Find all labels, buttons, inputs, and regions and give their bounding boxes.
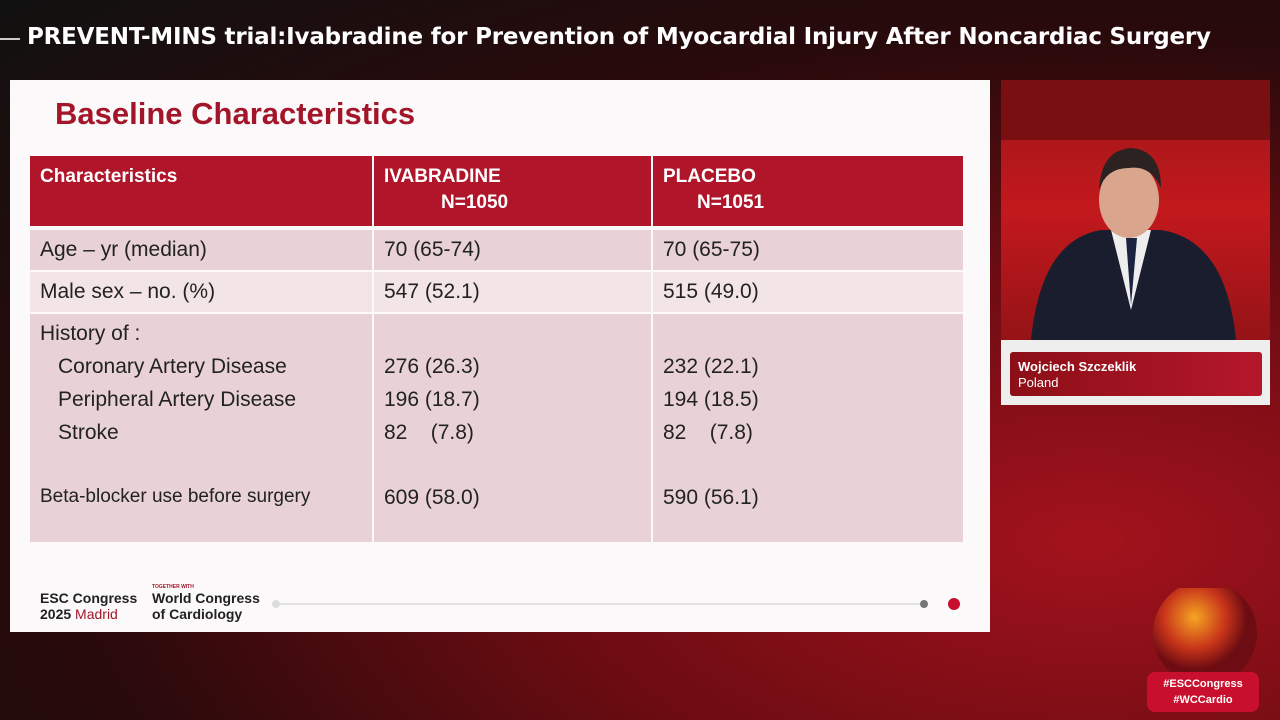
logo-text: ESC Congress	[40, 590, 138, 606]
logo-text: World Congress	[152, 590, 260, 606]
column-n: N=1050	[441, 192, 509, 213]
history-label: History of :	[40, 322, 141, 345]
hashtag: #WCCardio	[1173, 694, 1233, 706]
broadcast-title: PREVENT-MINS trial:Ivabradine for Preven…	[27, 24, 1211, 50]
progress-dot	[948, 598, 960, 610]
table-value: 276 (26.3)	[384, 355, 480, 378]
esc-logo: ESC Congress 2025 Madrid	[40, 590, 137, 622]
table-cell: 232 (22.1) 194 (18.5) 82 (7.8) 590 (56.1…	[653, 314, 963, 542]
speaker-name: Wojciech Szczeklik	[1018, 359, 1137, 374]
table-cell: 515 (49.0)	[653, 272, 963, 312]
decor-line	[0, 38, 20, 40]
table-value: 232 (22.1)	[663, 355, 759, 378]
table-value: 194 (18.5)	[663, 388, 759, 411]
beta-blocker-label: Beta-blocker use before surgery	[40, 486, 311, 507]
history-item: Coronary Artery Disease	[58, 355, 287, 378]
table-cell: 70 (65-75)	[653, 230, 963, 270]
logo-text: of Cardiology	[152, 606, 243, 622]
name-plate: Wojciech Szczeklik Poland	[1010, 352, 1262, 396]
column-label: Characteristics	[40, 166, 178, 187]
table-cell: 276 (26.3) 196 (18.7) 82 (7.8) 609 (58.0…	[374, 314, 651, 542]
table-cell: Age – yr (median)	[30, 230, 372, 270]
progress-bar	[272, 598, 960, 610]
progress-dot	[272, 600, 280, 608]
column-label: PLACEBO	[663, 166, 756, 187]
column-header: IVABRADINE N=1050	[374, 156, 651, 226]
table-value: 82 (7.8)	[384, 421, 474, 444]
column-label: IVABRADINE	[384, 166, 501, 187]
logo-text: TOGETHER WITH	[152, 584, 194, 590]
backdrop	[1001, 80, 1270, 140]
table-cell: 70 (65-74)	[374, 230, 651, 270]
hair	[1099, 148, 1161, 190]
history-item: Peripheral Artery Disease	[58, 388, 297, 411]
hashtags: #ESCCongress #WCCardio	[1147, 672, 1259, 712]
wcc-logo: World Congress of Cardiology	[152, 590, 260, 622]
progress-dot	[920, 600, 928, 608]
table-cell: Male sex – no. (%)	[30, 272, 372, 312]
face	[1099, 162, 1159, 238]
table-value: 196 (18.7)	[384, 388, 480, 411]
speaker-country: Poland	[1018, 375, 1059, 390]
globe-shape	[1153, 588, 1257, 678]
history-item: Stroke	[58, 421, 119, 444]
hashtag: #ESCCongress	[1163, 678, 1243, 690]
slide: Baseline Characteristics Characteristics…	[10, 80, 990, 632]
globe	[1153, 588, 1257, 678]
table-value: 590 (56.1)	[663, 486, 759, 509]
table-value: 609 (58.0)	[384, 486, 480, 509]
logo-text: 2025	[40, 606, 72, 622]
table-cell: 547 (52.1)	[374, 272, 651, 312]
tie	[1126, 238, 1137, 305]
logo-text: Madrid	[75, 606, 118, 622]
table-value: 82 (7.8)	[663, 421, 753, 444]
column-header: PLACEBO N=1051	[653, 156, 963, 226]
table-cell: History of : Coronary Artery Disease Per…	[30, 314, 372, 542]
slide-title: Baseline Characteristics	[55, 96, 416, 131]
column-n: N=1051	[697, 192, 765, 213]
column-header: Characteristics	[30, 156, 372, 226]
